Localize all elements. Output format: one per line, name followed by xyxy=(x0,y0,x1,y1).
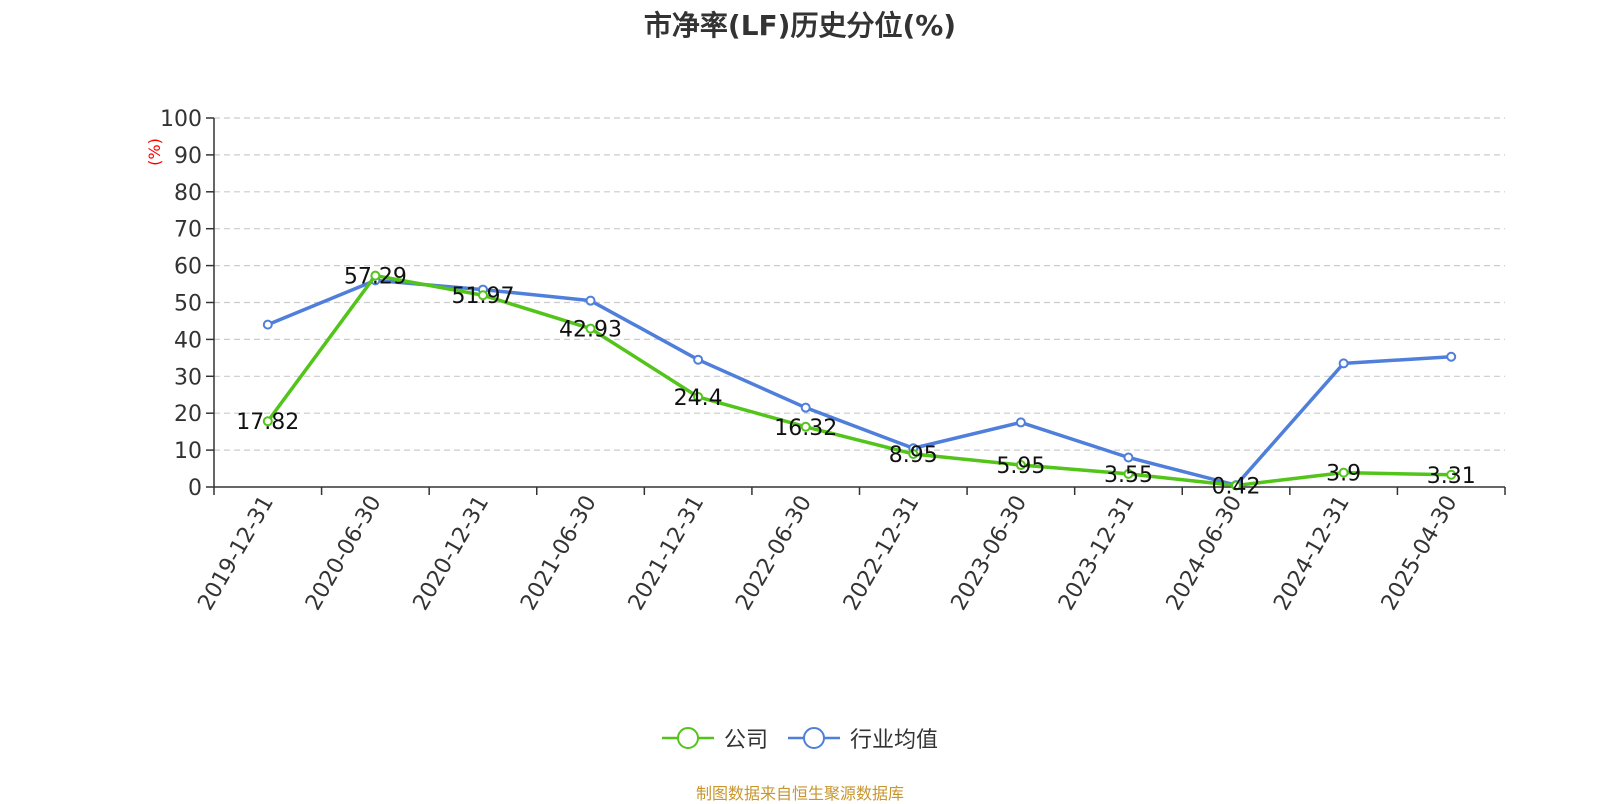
data-label: 16.32 xyxy=(774,416,837,441)
x-tick-label: 2023-06-30 xyxy=(946,492,1032,615)
legend-swatch-marker xyxy=(676,727,699,749)
data-label: 57.29 xyxy=(344,265,407,290)
y-tick-label: 50 xyxy=(174,292,202,317)
data-label: 3.9 xyxy=(1326,462,1361,487)
chart-title: 市净率(LF)历史分位(%) xyxy=(643,9,957,42)
x-tick-label: 2025-04-30 xyxy=(1377,492,1463,615)
y-tick-label: 10 xyxy=(174,439,202,464)
legend-label: 行业均值 xyxy=(850,728,939,753)
data-label: 3.55 xyxy=(1104,463,1153,488)
data-point xyxy=(1231,480,1242,491)
x-tick-label: 2020-12-31 xyxy=(409,492,495,615)
data-point xyxy=(1015,460,1026,471)
x-tick-label: 2021-06-30 xyxy=(516,492,602,615)
y-tick-label: 70 xyxy=(174,218,202,243)
legend-label: 公司 xyxy=(723,728,768,753)
y-tick-label: 90 xyxy=(174,144,202,169)
data-label: 5.95 xyxy=(996,454,1045,479)
axes: 0 10 20 30 40 50 60 70 80 90 100 2019-12-31 2020-06-… xyxy=(160,107,1506,615)
x-tick-label: 2022-06-30 xyxy=(731,492,817,615)
data-point xyxy=(800,402,811,413)
data-point xyxy=(1446,351,1457,362)
data-label: 3.31 xyxy=(1427,464,1476,489)
data-point xyxy=(908,448,919,459)
data-point xyxy=(585,295,596,306)
data-point xyxy=(800,421,811,432)
data-label: 0.42 xyxy=(1212,474,1261,499)
data-point xyxy=(1015,417,1026,428)
legend: 公司 行业均值 xyxy=(0,722,1600,754)
legend-swatch xyxy=(661,727,714,749)
data-point xyxy=(1338,358,1349,369)
data-point xyxy=(693,354,704,365)
series-line xyxy=(266,273,1452,488)
y-tick-label: 0 xyxy=(188,476,202,501)
y-tick-label: 30 xyxy=(174,365,202,390)
data-point xyxy=(1123,452,1134,463)
data-point xyxy=(1446,469,1457,480)
data-point xyxy=(693,391,704,402)
x-tick-label: 2024-06-30 xyxy=(1162,492,1248,615)
legend-swatch xyxy=(788,727,840,749)
x-tick-label: 2024-12-31 xyxy=(1269,492,1355,615)
y-tick-label: 40 xyxy=(174,328,202,353)
y-axis-unit-label: (%) xyxy=(145,138,164,166)
legend-swatch-marker xyxy=(803,727,825,749)
source-note: 制图数据来自恒生聚源数据库 xyxy=(695,784,904,803)
y-tick-label: 80 xyxy=(174,181,202,206)
data-label: 17.82 xyxy=(236,410,299,435)
data-point xyxy=(262,416,273,427)
data-point xyxy=(262,319,273,330)
data-point xyxy=(1338,467,1349,478)
legend-item[interactable]: 行业均值 xyxy=(788,722,938,754)
x-tick-label: 2019-12-31 xyxy=(193,492,279,615)
data-point xyxy=(477,290,488,301)
data-label: 51.97 xyxy=(451,284,514,309)
data-point xyxy=(370,270,381,281)
grid-lines xyxy=(214,117,1505,451)
data-point xyxy=(585,323,596,334)
data-point xyxy=(1123,468,1134,479)
legend-item[interactable]: 公司 xyxy=(661,722,768,754)
y-tick-label: 100 xyxy=(160,107,202,132)
data-label: 8.95 xyxy=(889,443,938,468)
x-tick-label: 2020-06-30 xyxy=(301,492,387,615)
x-tick-label: 2023-12-31 xyxy=(1054,492,1140,615)
series-line xyxy=(267,278,1452,487)
data-label: 42.93 xyxy=(559,318,622,343)
x-tick-label: 2022-12-31 xyxy=(839,492,925,615)
x-tick-label: 2021-12-31 xyxy=(624,492,710,615)
series-layer xyxy=(262,270,1457,491)
y-tick-label: 20 xyxy=(174,402,202,427)
y-tick-label: 60 xyxy=(174,255,202,280)
data-labels: 17.82 57.29 51.97 42.93 24.4 16.32 8.95 5.95 3.5… xyxy=(236,265,1475,500)
data-label: 24.4 xyxy=(674,386,723,411)
